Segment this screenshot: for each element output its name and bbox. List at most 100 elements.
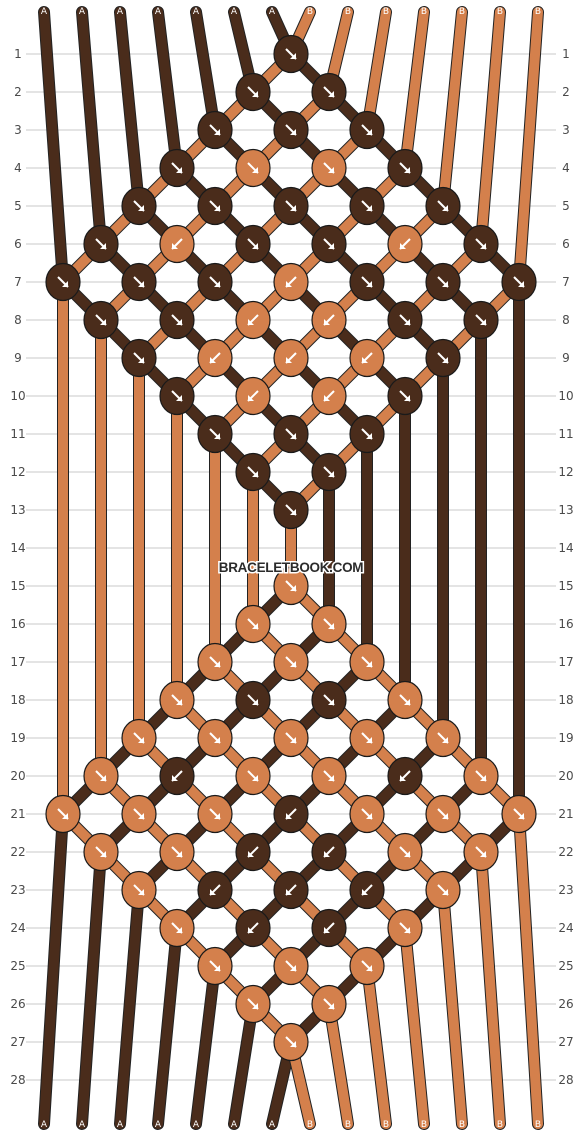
- knot-arrowhead-icon: [442, 281, 448, 287]
- knot-arrowhead-icon: [290, 585, 296, 591]
- row-number-right: 2: [562, 85, 570, 99]
- string-label-bottom: B: [497, 1120, 503, 1130]
- row-number-left: 13: [10, 503, 25, 517]
- knot: [387, 148, 423, 188]
- row-number-right: 16: [558, 617, 573, 631]
- knot: [197, 414, 233, 454]
- row-number-left: 9: [14, 351, 22, 365]
- knot-arrowhead-icon: [214, 737, 220, 743]
- thread-11: [172, 7, 429, 1129]
- knot: [311, 908, 347, 948]
- knot: [235, 832, 271, 872]
- knot-arrowhead-icon: [214, 661, 220, 667]
- knot: [349, 642, 385, 682]
- thread-12: [210, 7, 467, 1129]
- knot-arrowhead-icon: [290, 737, 296, 743]
- knot: [273, 794, 309, 834]
- knot: [425, 262, 461, 302]
- knot: [311, 756, 347, 796]
- knot: [349, 414, 385, 454]
- string-label-bottom: B: [535, 1120, 541, 1130]
- thread-3: [115, 7, 372, 1129]
- knot: [425, 338, 461, 378]
- knot-arrowhead-icon: [100, 851, 106, 857]
- row-number-right: 22: [558, 845, 573, 859]
- string-label-bottom: A: [231, 1120, 238, 1130]
- string-label-top: B: [307, 7, 313, 17]
- string-label-top: A: [231, 7, 238, 17]
- row-number-right: 13: [558, 503, 573, 517]
- knot-arrowhead-icon: [138, 889, 144, 895]
- knot-arrowhead-icon: [328, 91, 334, 97]
- string-label-top: A: [79, 7, 86, 17]
- knot: [463, 300, 499, 340]
- knot: [463, 756, 499, 796]
- knot: [311, 224, 347, 264]
- knot-arrowhead-icon: [214, 433, 220, 439]
- string-label-top: A: [269, 7, 276, 17]
- knot-arrowhead-icon: [210, 889, 216, 895]
- knot-arrowhead-icon: [252, 699, 258, 705]
- knot: [273, 414, 309, 454]
- knot: [387, 756, 423, 796]
- knot: [159, 376, 195, 416]
- knot-arrowhead-icon: [366, 433, 372, 439]
- knot: [311, 452, 347, 492]
- knot: [387, 832, 423, 872]
- string-label-bottom: A: [79, 1120, 86, 1130]
- knot-arrowhead-icon: [286, 281, 292, 287]
- knot: [349, 870, 385, 910]
- knot-arrowhead-icon: [442, 889, 448, 895]
- row-number-right: 1: [562, 47, 570, 61]
- knot: [273, 1022, 309, 1062]
- knot-arrowhead-icon: [362, 889, 368, 895]
- knot: [311, 984, 347, 1024]
- knot: [273, 262, 309, 302]
- knot-arrowhead-icon: [138, 737, 144, 743]
- knot-arrowhead-icon: [214, 965, 220, 971]
- knot-arrowhead-icon: [252, 243, 258, 249]
- row-number-right: 3: [562, 123, 570, 137]
- knot-arrowhead-icon: [290, 661, 296, 667]
- row-number-right: 15: [558, 579, 573, 593]
- row-number-left: 25: [10, 959, 25, 973]
- knot: [235, 452, 271, 492]
- knot-arrowhead-icon: [286, 813, 292, 819]
- knot: [197, 338, 233, 378]
- thread-10: [134, 7, 391, 1129]
- knot: [83, 832, 119, 872]
- thread-13: [248, 7, 505, 1129]
- row-number-right: 9: [562, 351, 570, 365]
- knot: [501, 794, 537, 834]
- knot: [197, 642, 233, 682]
- knot: [83, 756, 119, 796]
- row-number-left: 2: [14, 85, 22, 99]
- knot: [273, 642, 309, 682]
- row-number-left: 6: [14, 237, 22, 251]
- knot-arrowhead-icon: [366, 813, 372, 819]
- knot: [425, 186, 461, 226]
- knot: [121, 718, 157, 758]
- knot-arrowhead-icon: [480, 243, 486, 249]
- knot-arrowhead-icon: [138, 281, 144, 287]
- knot: [387, 680, 423, 720]
- thread-paths: [38, 6, 544, 1130]
- knot: [197, 110, 233, 150]
- knot-arrowhead-icon: [324, 395, 330, 401]
- knot: [235, 908, 271, 948]
- row-number-left: 15: [10, 579, 25, 593]
- knot-arrowhead-icon: [328, 243, 334, 249]
- row-number-left: 27: [10, 1035, 25, 1049]
- knot: [349, 946, 385, 986]
- row-number-left: 18: [10, 693, 25, 707]
- row-number-right: 28: [558, 1073, 573, 1087]
- row-number-right: 21: [558, 807, 573, 821]
- knot-arrowhead-icon: [290, 1041, 296, 1047]
- knot-arrowhead-icon: [290, 205, 296, 211]
- knot: [463, 832, 499, 872]
- knot-arrowhead-icon: [480, 319, 486, 325]
- row-number-left: 14: [10, 541, 25, 555]
- knot-arrowhead-icon: [252, 1003, 258, 1009]
- knot-arrowhead-icon: [138, 205, 144, 211]
- knot-arrowhead-icon: [324, 927, 330, 933]
